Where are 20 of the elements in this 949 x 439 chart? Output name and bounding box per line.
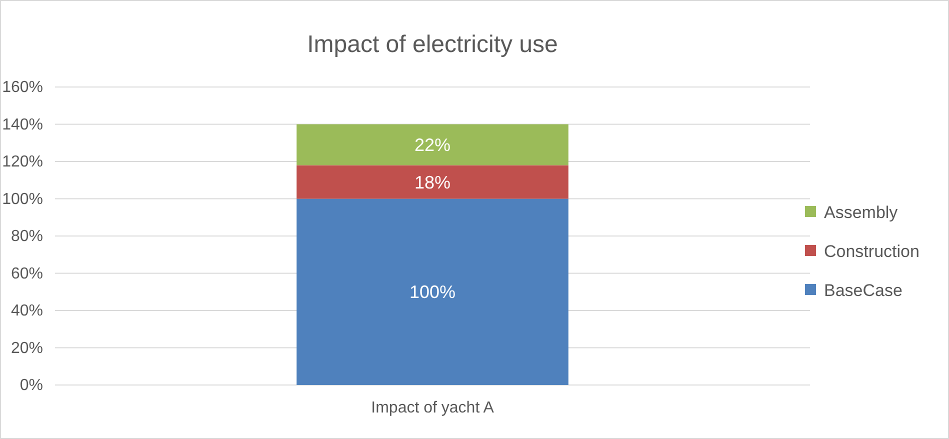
bar <box>296 165 568 199</box>
chart-title: Impact of electricity use <box>307 31 558 58</box>
y-tick-label: 100% <box>2 190 43 208</box>
legend-label: Assembly <box>824 202 898 222</box>
y-tick-label: 0% <box>20 377 43 394</box>
x-tick-label: Impact of yacht A <box>371 399 494 416</box>
y-tick-label: 80% <box>10 228 43 246</box>
y-tick-label: 60% <box>10 265 43 282</box>
y-tick-label: 120% <box>2 154 43 171</box>
y-tick-label: 20% <box>10 340 43 357</box>
data-label: 100% <box>409 282 456 302</box>
data-label: 22% <box>414 135 451 156</box>
y-tick-label: 40% <box>10 302 43 320</box>
data-label: 18% <box>414 172 451 192</box>
y-tick-label: 160% <box>2 79 43 96</box>
bar <box>296 198 568 385</box>
legend-label: BaseCase <box>824 280 902 300</box>
legend-label: Construction <box>824 242 920 261</box>
y-tick-label: 140% <box>2 116 43 134</box>
bar <box>296 124 568 166</box>
